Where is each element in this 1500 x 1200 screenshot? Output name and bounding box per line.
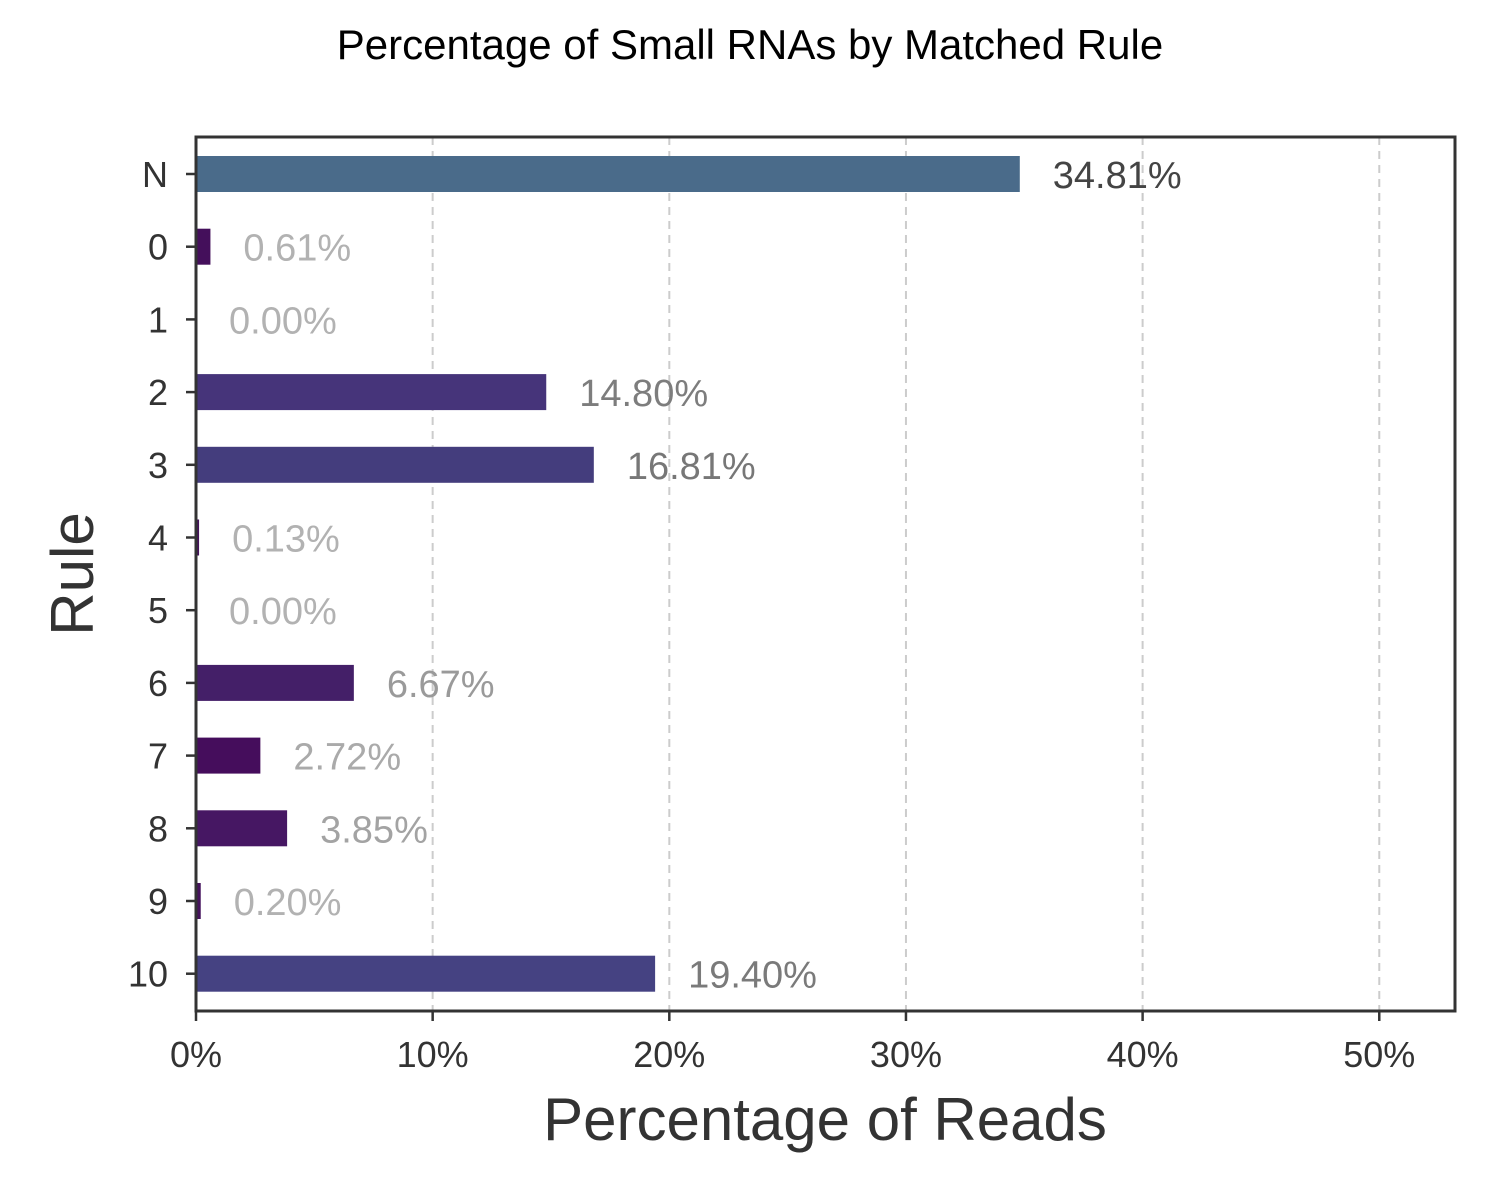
data-label: 0.61% — [243, 228, 351, 270]
chart-title: Percentage of Small RNAs by Matched Rule — [337, 21, 1163, 68]
bar — [196, 737, 261, 774]
y-tick-label: 1 — [148, 299, 168, 340]
x-tick-label: 10% — [397, 1034, 469, 1075]
x-tick-label: 50% — [1343, 1034, 1415, 1075]
data-label: 0.13% — [232, 519, 340, 561]
bar — [196, 883, 201, 919]
data-label: 0.00% — [229, 591, 337, 633]
y-axis-ticks: N 0 1 2 3 4 5 6 7 8 9 10 — [128, 154, 196, 995]
data-label: 19.40% — [688, 955, 817, 997]
bar — [196, 228, 211, 265]
y-axis-label: Rule — [39, 512, 106, 635]
x-axis-label: Percentage of Reads — [543, 1086, 1107, 1153]
bar — [196, 156, 1020, 192]
y-tick-label: 0 — [148, 227, 168, 268]
y-tick-label: 3 — [148, 445, 168, 486]
y-tick-label: 9 — [148, 881, 168, 922]
y-tick-label: 4 — [148, 518, 168, 559]
x-tick-label: 30% — [870, 1034, 942, 1075]
data-label: 6.67% — [387, 664, 495, 706]
bar — [196, 446, 594, 483]
data-label: 0.20% — [234, 882, 342, 924]
x-axis-ticks: 0% 10% 20% 30% 40% 50% — [170, 1011, 1415, 1075]
y-tick-label: 6 — [148, 663, 168, 704]
data-label: 16.81% — [627, 446, 756, 488]
data-label: 3.85% — [320, 809, 428, 851]
y-tick-label: 2 — [148, 372, 168, 413]
bar — [196, 955, 656, 992]
y-tick-label: 10 — [128, 954, 168, 995]
x-tick-label: 20% — [633, 1034, 705, 1075]
bar — [196, 664, 354, 701]
y-tick-label: 8 — [148, 808, 168, 849]
bar — [196, 374, 547, 411]
data-labels: 34.81% 0.61% 0.00% 14.80% 16.81% 0.13% 0.00% 6.… — [229, 155, 1182, 997]
data-label: 0.00% — [229, 300, 337, 342]
x-tick-label: 0% — [170, 1034, 222, 1075]
grid-lines — [431, 137, 1381, 1011]
y-tick-label: 5 — [148, 590, 168, 631]
bar — [196, 519, 200, 556]
bar — [196, 810, 288, 847]
y-tick-label: N — [142, 154, 168, 195]
data-label: 2.72% — [293, 737, 401, 779]
bars — [196, 156, 1020, 992]
plot-frame — [194, 135, 1457, 1013]
data-label: 34.81% — [1053, 155, 1182, 197]
y-tick-label: 7 — [148, 736, 168, 777]
x-tick-label: 40% — [1107, 1034, 1179, 1075]
data-label: 14.80% — [579, 373, 708, 415]
